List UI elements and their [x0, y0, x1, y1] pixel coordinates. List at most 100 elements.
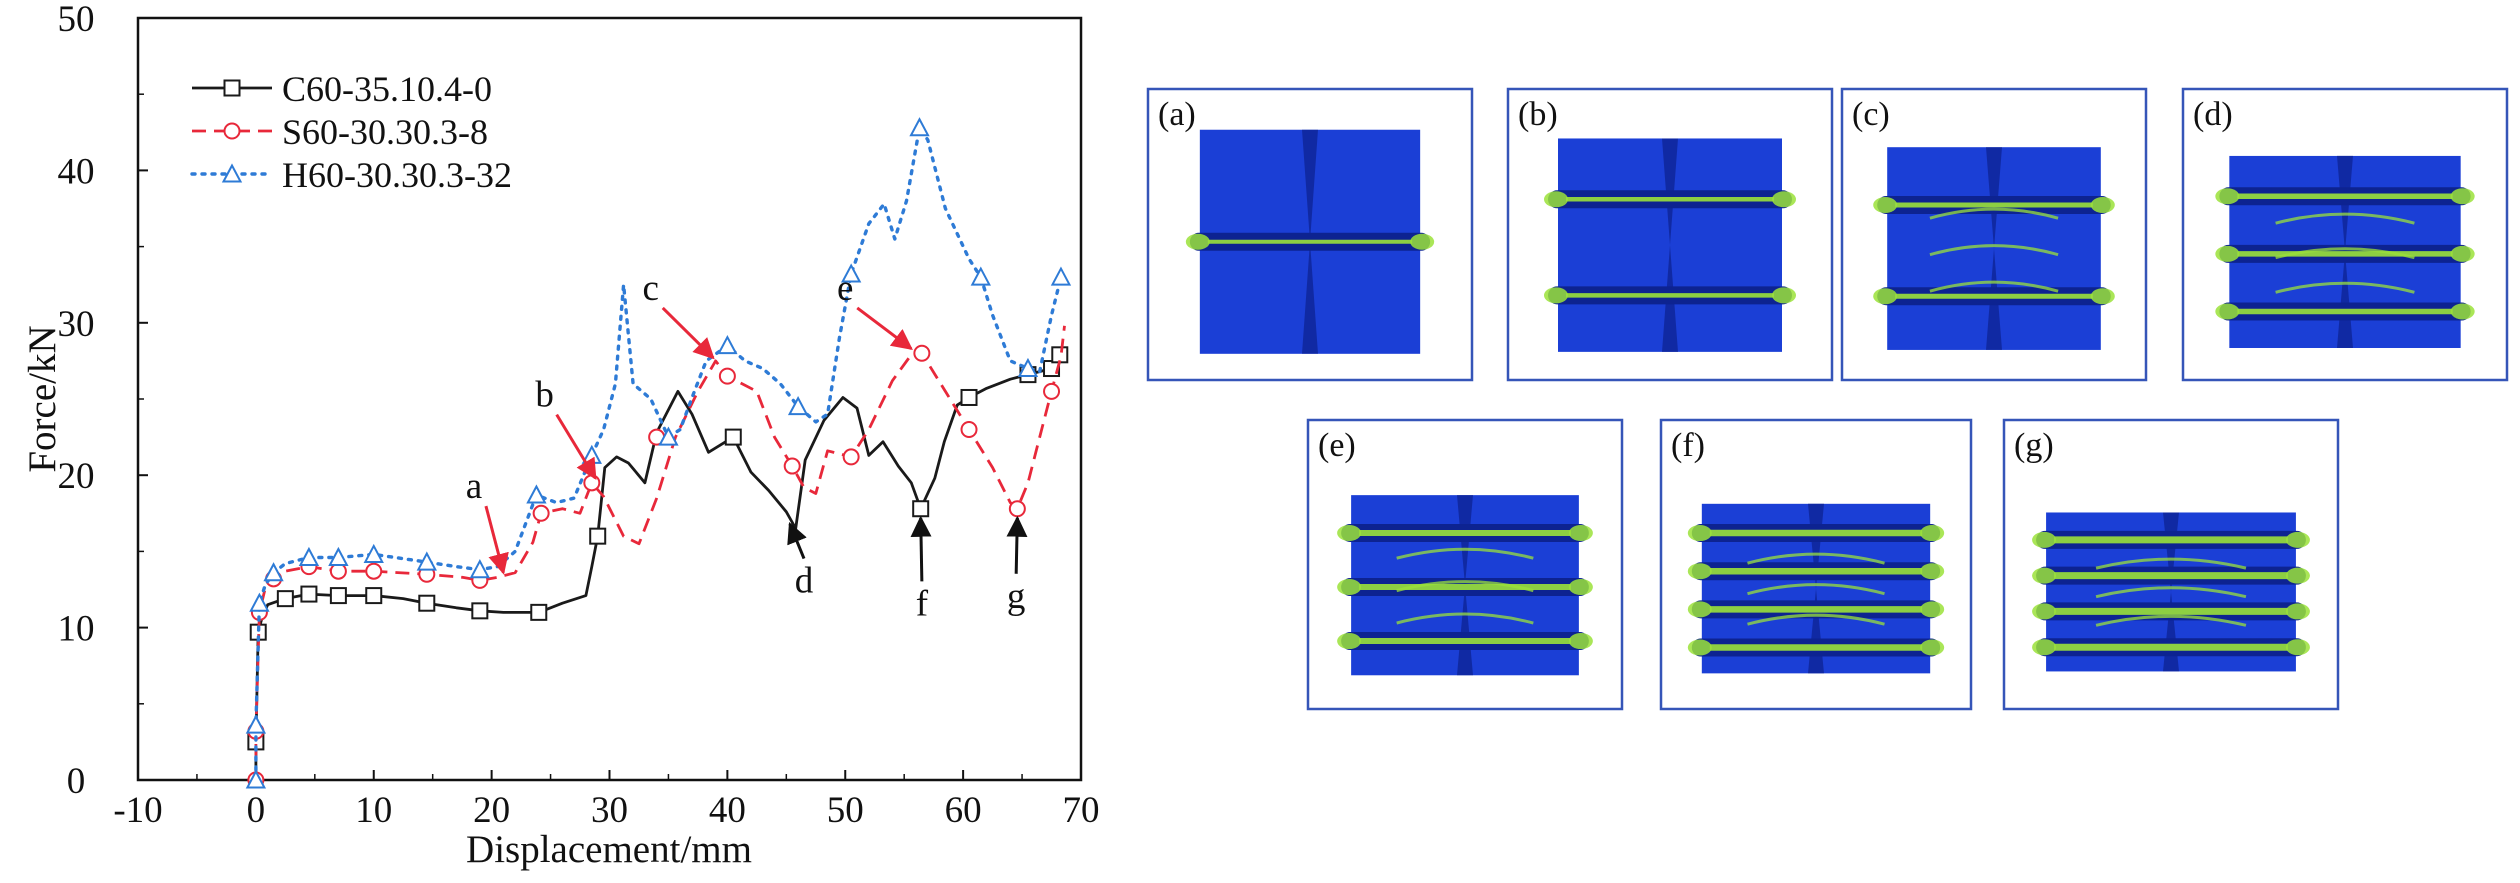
data-point: [365, 562, 383, 580]
data-point: [245, 714, 267, 734]
panel-a: (a): [1146, 87, 1474, 382]
strain-arc: [2095, 614, 2247, 627]
data-point: [912, 500, 930, 518]
strain-hotspot: [1544, 191, 1569, 208]
y-tick-label: 10: [58, 609, 95, 650]
strain-hotspot: [1687, 639, 1712, 656]
panel-f: (f): [1659, 418, 1973, 711]
stage-label-g: g: [1007, 576, 1026, 617]
strain-hotspot: [1568, 579, 1593, 596]
data-point: [418, 594, 436, 612]
x-tick-label: 40: [709, 790, 746, 831]
strain-hotspot: [1410, 233, 1435, 250]
strain-hotspot: [1337, 633, 1362, 650]
stage-label-f: f: [916, 583, 929, 624]
strain-hotspot: [1568, 633, 1593, 650]
strain-arc: [1396, 580, 1534, 593]
strain-hotspot: [2450, 188, 2475, 205]
data-point: [298, 546, 320, 566]
tube-center-fold: [2163, 512, 2179, 672]
data-point: [1043, 382, 1061, 400]
strain-hotspot: [1568, 524, 1593, 541]
strain-hotspot: [2450, 303, 2475, 320]
data-point: [787, 395, 809, 416]
panel-label: (f): [1671, 427, 1705, 464]
strain-hotspot: [2032, 603, 2057, 620]
strain-hotspot: [1337, 579, 1362, 596]
panel-label: (d): [2193, 96, 2233, 133]
strain-hotspot: [1687, 601, 1712, 618]
tube-center-fold: [1302, 129, 1318, 354]
series-layer: [245, 117, 1072, 789]
legend-marker: [223, 79, 241, 97]
y-tick-label: 50: [58, 0, 95, 40]
strain-hotspot: [2450, 245, 2475, 262]
strain-hotspot: [2215, 188, 2240, 205]
plot-frame: [136, 16, 1083, 782]
data-point: [970, 266, 991, 286]
stage-label-b: b: [535, 375, 554, 416]
panel-d: (d): [2181, 87, 2509, 382]
strain-arc: [2275, 247, 2415, 260]
data-point: [276, 590, 294, 608]
data-point: [416, 551, 437, 571]
stage-label-d: d: [795, 561, 814, 602]
data-point: [724, 428, 742, 446]
strain-hotspot: [1920, 601, 1945, 618]
panel-label: (b): [1518, 96, 1558, 133]
y-tick-label: 30: [58, 304, 95, 345]
annotation-layer: a b c d e f g: [466, 268, 1028, 624]
y-tick-label: 40: [58, 151, 95, 192]
strain-hotspot: [1544, 287, 1569, 304]
strain-hotspot: [2215, 245, 2240, 262]
stage-arrow-c: [661, 306, 715, 360]
x-axis-label: Displacement/mm: [466, 828, 752, 871]
strain-arc: [1929, 244, 2059, 257]
simulation-panels: (a) (b) (c) (d) (e) (f) (g): [1146, 87, 2509, 711]
strain-hotspot: [2032, 567, 2057, 584]
data-point: [960, 388, 978, 406]
strain-hotspot: [1920, 563, 1945, 580]
x-tick-label: 10: [355, 790, 392, 831]
data-point: [842, 448, 860, 466]
series-h60-30-30-3-32: [245, 117, 1072, 789]
x-tick-label: 60: [945, 790, 982, 831]
data-point: [717, 335, 738, 355]
stage-arrow-a: [484, 505, 509, 575]
strain-hotspot: [1920, 525, 1945, 542]
stage-label-e: e: [837, 268, 853, 309]
y-axis-label: Force/kN: [21, 325, 64, 472]
strain-arc: [1929, 207, 2059, 220]
data-point: [249, 592, 270, 612]
data-point: [589, 527, 607, 545]
y-tick-label: 0: [67, 761, 86, 802]
strain-hotspot: [1337, 524, 1362, 541]
data-point: [365, 587, 383, 605]
legend-marker: [223, 122, 241, 140]
strain-hotspot: [2215, 303, 2240, 320]
data-point: [840, 263, 862, 283]
strain-arc: [2275, 281, 2415, 294]
strain-arc: [1747, 613, 1885, 626]
series-s60-30-30-3-8: [247, 325, 1066, 789]
data-point: [783, 457, 801, 475]
axis-ticks: -10 0 10 20 30 40 50 60 70 0 10 20 30 40 50: [58, 0, 1100, 831]
strain-arc: [1396, 612, 1534, 625]
data-point: [363, 543, 384, 563]
strain-hotspot: [2032, 531, 2057, 548]
strain-hotspot: [2285, 531, 2310, 548]
data-point: [245, 769, 267, 789]
strain-arc: [2095, 586, 2247, 599]
force-displacement-chart: -10 0 10 20 30 40 50 60 70 0 10 20 30 40 50 a b c d e f g C6…: [21, 0, 1100, 871]
tube-center-fold: [1808, 503, 1824, 674]
panel-e: (e): [1306, 418, 1624, 711]
strain-arc: [1747, 583, 1885, 596]
series-line: [254, 126, 1063, 782]
legend-label: C60-35.10.4-0: [282, 69, 492, 109]
strain-arc: [1396, 547, 1534, 560]
panel-label: (g): [2014, 427, 2054, 464]
x-tick-label: 50: [827, 790, 864, 831]
data-point: [913, 344, 931, 362]
stage-arrow-f: [910, 515, 932, 582]
data-point: [263, 562, 284, 582]
